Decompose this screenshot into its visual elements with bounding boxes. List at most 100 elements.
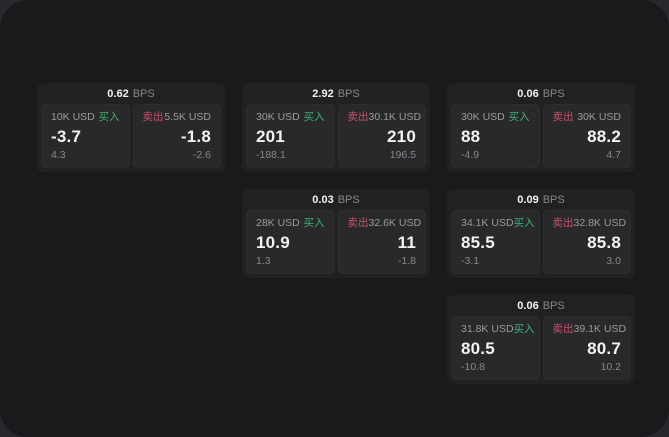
buy-sub-value: -10.8: [461, 360, 485, 373]
quote-card: 0.09 BPS 34.1K USD 买入 85.5 -3.1 卖出 32.8K…: [447, 189, 635, 278]
panel-top-row: 28K USD 买入: [256, 218, 325, 229]
quote-card: 0.03 BPS 28K USD 买入 10.9 1.3 卖出 32.6K US…: [242, 189, 430, 278]
sell-price: 11: [397, 232, 416, 252]
bps-unit-label: BPS: [542, 194, 565, 206]
sell-amount: 32.8K USD: [573, 217, 627, 229]
sell-quote-panel[interactable]: 卖出 39.1K USD 80.7 10.2: [542, 316, 631, 380]
panel-top-row: 10K USD 买入: [51, 112, 120, 123]
buy-quote-panel[interactable]: 28K USD 买入 10.9 1.3: [246, 210, 335, 274]
panel-top-row: 卖出 39.1K USD: [552, 323, 627, 335]
card-body: 34.1K USD 买入 85.5 -3.1 卖出 32.8K USD 85.8…: [447, 210, 635, 278]
panel-top-row: 卖出 30K USD: [553, 112, 622, 123]
buy-button[interactable]: 买入: [98, 111, 120, 123]
bps-unit-label: BPS: [542, 300, 565, 312]
sell-price: -1.8: [180, 126, 211, 146]
sell-price: 210: [387, 126, 416, 146]
card-body: 10K USD 买入 -3.7 4.3 卖出 5.5K USD -1.8 -2.…: [37, 104, 225, 172]
buy-sub-value: -4.9: [461, 148, 480, 161]
bps-unit-label: BPS: [542, 88, 565, 100]
sell-sub-value: -1.8: [397, 254, 416, 267]
bps-value: 0.62: [107, 88, 129, 100]
card-header: 2.92 BPS: [242, 83, 430, 104]
bps-value: 0.06: [517, 88, 539, 100]
sell-quote-panel[interactable]: 卖出 30.1K USD 210 196.5: [337, 104, 426, 168]
card-header: 0.06 BPS: [447, 83, 635, 104]
sell-amount: 30K USD: [577, 111, 621, 123]
buy-button[interactable]: 买入: [508, 111, 530, 123]
bps-unit-label: BPS: [337, 194, 360, 206]
sell-price: 80.7: [587, 338, 621, 358]
sell-amount: 39.1K USD: [573, 323, 627, 335]
bps-value: 0.06: [517, 300, 539, 312]
quote-card: 0.06 BPS 30K USD 买入 88 -4.9 卖出 30K USD: [447, 83, 635, 172]
panel-top-row: 卖出 5.5K USD: [143, 112, 212, 123]
sell-amount: 30.1K USD: [368, 111, 422, 123]
quote-card: 0.06 BPS 31.8K USD 买入 80.5 -10.8 卖出 39.1…: [447, 295, 635, 384]
bps-value: 2.92: [312, 88, 334, 100]
panel-top-row: 34.1K USD 买入: [461, 217, 535, 229]
sell-amount: 32.6K USD: [368, 217, 422, 229]
buy-amount: 28K USD: [256, 217, 300, 229]
buy-button[interactable]: 买入: [513, 217, 535, 229]
sell-sub-value: 4.7: [606, 148, 621, 161]
buy-sub-value: -3.1: [461, 254, 480, 267]
sell-quote-panel[interactable]: 卖出 32.8K USD 85.8 3.0: [542, 210, 631, 274]
buy-sub-value: -188.1: [256, 148, 286, 161]
buy-quote-panel[interactable]: 30K USD 买入 201 -188.1: [246, 104, 335, 168]
panel-top-row: 30K USD 买入: [461, 112, 530, 123]
quote-card: 0.62 BPS 10K USD 买入 -3.7 4.3 卖出 5.5K USD: [37, 83, 225, 172]
buy-price: -3.7: [51, 126, 82, 146]
buy-amount: 10K USD: [51, 111, 95, 123]
buy-sub-value: 4.3: [51, 148, 66, 161]
sell-sub-value: 3.0: [606, 254, 621, 267]
buy-price: 85.5: [461, 232, 495, 252]
buy-button[interactable]: 买入: [303, 217, 325, 229]
buy-price: 80.5: [461, 338, 495, 358]
sell-price: 85.8: [587, 232, 621, 252]
sell-button[interactable]: 卖出: [552, 323, 574, 335]
buy-price: 88: [461, 126, 481, 146]
card-body: 30K USD 买入 201 -188.1 卖出 30.1K USD 210 1…: [242, 104, 430, 172]
buy-sub-value: 1.3: [256, 254, 271, 267]
card-header: 0.62 BPS: [37, 83, 225, 104]
card-header: 0.09 BPS: [447, 189, 635, 210]
panel-top-row: 卖出 32.8K USD: [552, 217, 627, 229]
sell-button[interactable]: 卖出: [552, 111, 574, 123]
quote-card: 2.92 BPS 30K USD 买入 201 -188.1 卖出 30.1K …: [242, 83, 430, 172]
panel-top-row: 30K USD 买入: [256, 112, 325, 123]
buy-quote-panel[interactable]: 34.1K USD 买入 85.5 -3.1: [451, 210, 540, 274]
sell-sub-value: 10.2: [600, 360, 621, 373]
buy-price: 201: [256, 126, 285, 146]
quote-board: 0.62 BPS 10K USD 买入 -3.7 4.3 卖出 5.5K USD: [37, 83, 635, 384]
panel-top-row: 卖出 32.6K USD: [347, 217, 422, 229]
card-body: 30K USD 买入 88 -4.9 卖出 30K USD 88.2 4.7: [447, 104, 635, 172]
card-body: 28K USD 买入 10.9 1.3 卖出 32.6K USD 11 -1.8: [242, 210, 430, 278]
bps-unit-label: BPS: [132, 88, 155, 100]
bps-value: 0.03: [312, 194, 334, 206]
sell-price: 88.2: [587, 126, 621, 146]
bps-value: 0.09: [517, 194, 539, 206]
sell-amount: 5.5K USD: [164, 111, 211, 123]
sell-sub-value: -2.6: [192, 148, 211, 161]
buy-amount: 30K USD: [256, 111, 300, 123]
sell-button[interactable]: 卖出: [347, 217, 369, 229]
buy-quote-panel[interactable]: 10K USD 买入 -3.7 4.3: [41, 104, 130, 168]
sell-quote-panel[interactable]: 卖出 5.5K USD -1.8 -2.6: [132, 104, 221, 168]
buy-button[interactable]: 买入: [513, 323, 535, 335]
bps-unit-label: BPS: [337, 88, 360, 100]
buy-amount: 31.8K USD: [461, 323, 514, 335]
card-header: 0.03 BPS: [242, 189, 430, 210]
buy-quote-panel[interactable]: 31.8K USD 买入 80.5 -10.8: [451, 316, 540, 380]
sell-quote-panel[interactable]: 卖出 30K USD 88.2 4.7: [542, 104, 631, 168]
card-body: 31.8K USD 买入 80.5 -10.8 卖出 39.1K USD 80.…: [447, 316, 635, 384]
buy-button[interactable]: 买入: [303, 111, 325, 123]
sell-button[interactable]: 卖出: [142, 111, 164, 123]
buy-quote-panel[interactable]: 30K USD 买入 88 -4.9: [451, 104, 540, 168]
sell-button[interactable]: 卖出: [347, 111, 369, 123]
sell-quote-panel[interactable]: 卖出 32.6K USD 11 -1.8: [337, 210, 426, 274]
panel-top-row: 31.8K USD 买入: [461, 323, 535, 335]
buy-amount: 30K USD: [461, 111, 505, 123]
sell-button[interactable]: 卖出: [552, 217, 574, 229]
buy-amount: 34.1K USD: [461, 217, 514, 229]
buy-price: 10.9: [256, 232, 290, 252]
